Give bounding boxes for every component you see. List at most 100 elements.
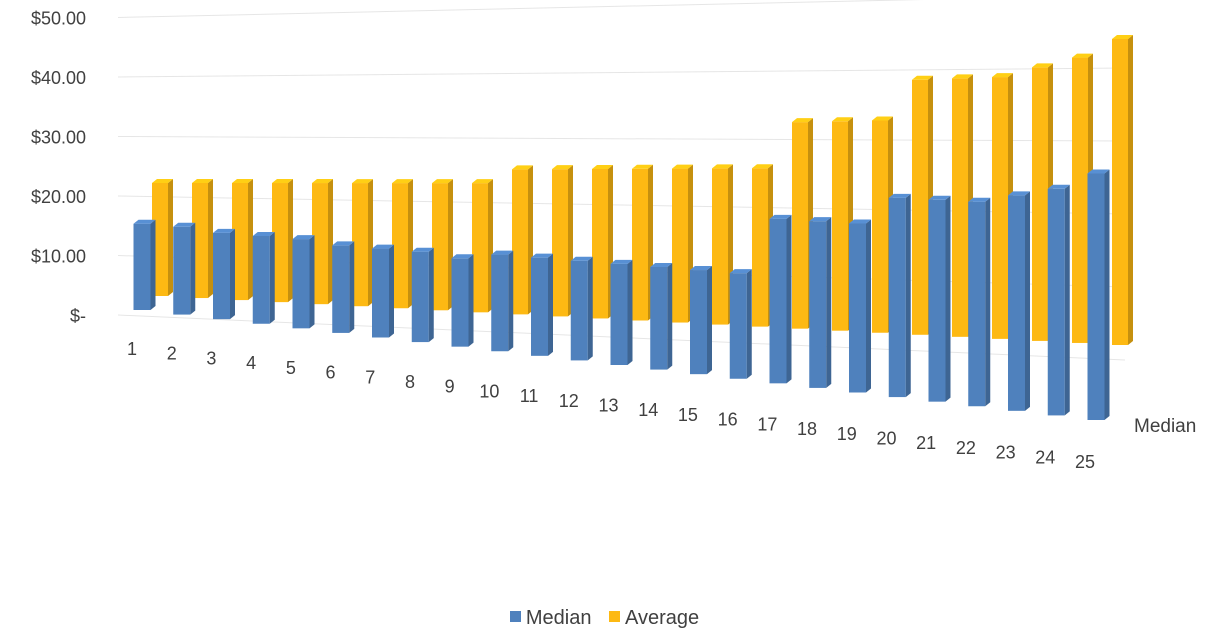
y-tick-label: $40.00 bbox=[31, 68, 86, 88]
bar-top-face bbox=[769, 214, 792, 219]
bar-median-18 bbox=[809, 217, 832, 388]
bar-top-face bbox=[472, 179, 493, 184]
bar-average-15 bbox=[712, 164, 733, 325]
gridline bbox=[117, 136, 1126, 142]
bar-top-face bbox=[432, 179, 453, 184]
bar-top-face bbox=[809, 217, 832, 222]
bar-top-face bbox=[592, 164, 613, 169]
bar-side-face bbox=[945, 195, 951, 402]
bar-top-face bbox=[213, 228, 235, 233]
x-tick-label: 16 bbox=[718, 410, 738, 430]
gridline bbox=[117, 0, 924, 18]
bar-front-face bbox=[672, 168, 688, 323]
bar-top-face bbox=[792, 118, 813, 123]
bar-top-face bbox=[451, 254, 474, 259]
x-tick-label: 2 bbox=[167, 344, 177, 364]
bar-top-face bbox=[650, 262, 673, 267]
bar-front-face bbox=[832, 121, 848, 331]
bar-front-face bbox=[570, 260, 588, 361]
bar-top-face bbox=[152, 178, 173, 183]
bar-median-6 bbox=[332, 241, 355, 333]
bar-median-5 bbox=[292, 235, 315, 329]
bar-median-12 bbox=[570, 256, 593, 361]
bar-front-face bbox=[472, 183, 488, 313]
bar-top-face bbox=[672, 164, 693, 169]
x-tick-label: 14 bbox=[638, 400, 658, 420]
bar-top-face bbox=[552, 165, 573, 170]
bar-front-face bbox=[650, 266, 668, 370]
bar-side-face bbox=[786, 214, 792, 384]
bar-top-face bbox=[872, 116, 893, 121]
bar-average-10 bbox=[512, 165, 533, 315]
bar-median-22 bbox=[968, 197, 991, 407]
bar-top-face bbox=[952, 74, 973, 79]
bar-front-face bbox=[272, 183, 288, 303]
bar-side-face bbox=[389, 244, 394, 338]
bar-median-13 bbox=[610, 259, 633, 365]
bar-front-face bbox=[792, 122, 808, 329]
bar-side-face bbox=[1025, 191, 1030, 411]
bar-median-3 bbox=[213, 228, 235, 320]
bar-top-face bbox=[888, 193, 911, 198]
bar-side-face bbox=[349, 241, 355, 333]
bar-front-face bbox=[872, 120, 888, 333]
x-tick-label: 4 bbox=[246, 353, 256, 373]
bar-side-face bbox=[746, 269, 752, 379]
bar-top-face bbox=[1047, 184, 1070, 189]
bar-front-face bbox=[1072, 57, 1088, 343]
bar-side-face bbox=[587, 256, 593, 361]
bar-top-face bbox=[1112, 35, 1133, 39]
bar-top-face bbox=[849, 219, 871, 224]
bar-top-face bbox=[1008, 191, 1030, 196]
bar-front-face bbox=[729, 273, 747, 379]
bar-front-face bbox=[332, 245, 350, 333]
y-tick-label: $20.00 bbox=[31, 187, 86, 207]
bar-side-face bbox=[168, 178, 173, 296]
x-tick-label: 10 bbox=[479, 381, 499, 401]
bar-front-face bbox=[531, 257, 548, 356]
bar-average-9 bbox=[472, 179, 493, 313]
legend-swatch-average bbox=[609, 611, 621, 623]
bar-top-face bbox=[512, 165, 533, 170]
bar-median-7 bbox=[372, 244, 394, 338]
bar-side-face bbox=[150, 219, 156, 310]
bar-side-face bbox=[1064, 184, 1070, 416]
bar-top-face bbox=[252, 231, 275, 236]
legend-item-median: Median bbox=[509, 607, 591, 630]
bar-top-face bbox=[968, 197, 991, 202]
bar-average-5 bbox=[312, 179, 333, 305]
bar-front-face bbox=[292, 239, 310, 329]
y-tick-label: $- bbox=[70, 306, 86, 326]
bar-top-face bbox=[411, 247, 434, 252]
bar-front-face bbox=[690, 270, 707, 375]
bar-top-face bbox=[272, 179, 293, 184]
bar-front-face bbox=[512, 169, 528, 315]
bar-top-face bbox=[133, 219, 156, 224]
bar-top-face bbox=[912, 75, 933, 80]
bar-side-face bbox=[208, 178, 213, 299]
x-tick-label: 23 bbox=[996, 443, 1016, 463]
bar-side-face bbox=[985, 197, 991, 407]
x-tick-label: 21 bbox=[916, 433, 936, 453]
bar-front-face bbox=[372, 248, 389, 338]
bar-top-face bbox=[632, 164, 653, 169]
bar-top-face bbox=[491, 250, 514, 255]
bar-side-face bbox=[368, 179, 373, 307]
bar-side-face bbox=[1128, 35, 1133, 345]
bar-front-face bbox=[552, 169, 568, 317]
bar-side-face bbox=[627, 259, 633, 365]
bar-median-1 bbox=[133, 219, 156, 310]
bar-average-25 bbox=[1112, 35, 1133, 345]
legend-label-average: Average bbox=[625, 607, 700, 629]
bar-median-11 bbox=[531, 253, 553, 356]
bar-side-face bbox=[826, 217, 832, 388]
bar-front-face bbox=[1008, 195, 1025, 411]
bar-front-face bbox=[912, 79, 928, 335]
bar-side-face bbox=[328, 179, 333, 305]
bar-median-20 bbox=[888, 193, 911, 398]
bar-side-face bbox=[269, 231, 275, 324]
legend: Median Average bbox=[0, 607, 1209, 630]
bar-front-face bbox=[173, 226, 191, 315]
